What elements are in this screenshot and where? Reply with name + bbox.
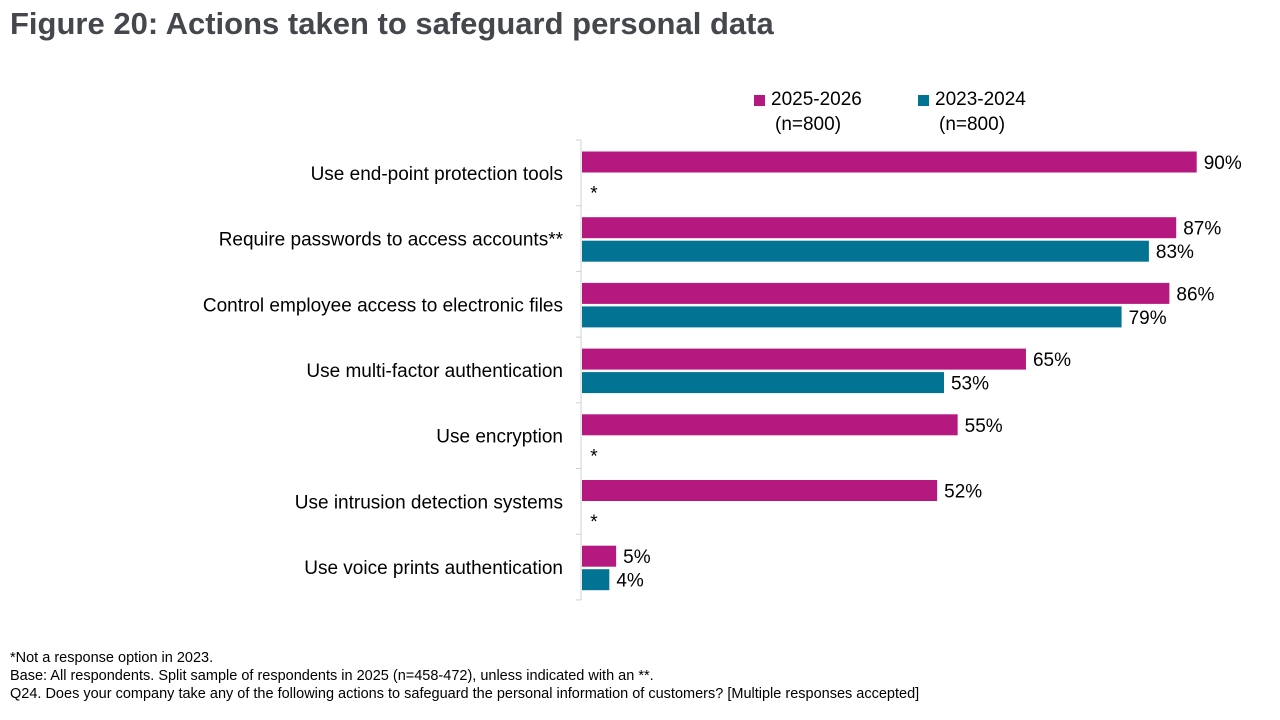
category-label: Use multi-factor authentication [306, 361, 563, 382]
not-applicable-marker: * [590, 184, 598, 205]
data-label: 4% [616, 571, 644, 592]
data-label: 65% [1033, 350, 1071, 371]
bar-2025-2026 [582, 217, 1177, 239]
not-applicable-marker: * [590, 446, 598, 467]
data-label: 55% [965, 416, 1003, 437]
footnote-not-response-option: *Not a response option in 2023. [10, 650, 214, 666]
legend-swatch-2025 [754, 94, 765, 106]
footnote-base: Base: All respondents. Split sample of r… [10, 668, 654, 684]
bar-2025-2026 [582, 480, 938, 501]
category-label: Require passwords to access accounts** [219, 230, 564, 251]
bar-2025-2026 [582, 282, 1170, 304]
category-label: Use intrusion detection systems [295, 492, 563, 513]
chart-title: Figure 20: Actions taken to safeguard pe… [10, 6, 774, 41]
data-label: 53% [951, 374, 989, 395]
data-label: 52% [944, 482, 982, 503]
bar-2025-2026 [582, 348, 1026, 370]
legend-item-2023: 2023-2024 (n=800) [918, 89, 1026, 136]
footnotes: *Not a response option in 2023. Base: Al… [10, 649, 919, 703]
category-label: Use encryption [436, 427, 563, 448]
bar-2025-2026 [582, 151, 1197, 173]
data-label: 5% [623, 547, 651, 568]
legend-sample-size-2023: (n=800) [939, 114, 1006, 135]
not-applicable-marker: * [590, 512, 598, 533]
bar-2025-2026 [582, 414, 958, 436]
category-label: Use end-point protection tools [311, 164, 563, 185]
legend-item-2025: 2025-2026 (n=800) [754, 89, 862, 136]
bar-2025-2026 [582, 545, 617, 567]
bar-2023-2024 [582, 306, 1122, 328]
data-label: 90% [1204, 153, 1242, 174]
bar-2023-2024 [582, 372, 944, 394]
category-label: Control employee access to electronic fi… [203, 295, 563, 316]
legend-label-2025: 2025-2026 [771, 89, 862, 110]
category-label: Use voice prints authentication [304, 558, 563, 579]
data-label: 87% [1183, 219, 1221, 240]
bar-2023-2024 [582, 240, 1149, 262]
legend-label-2023: 2023-2024 [935, 89, 1026, 110]
bar-2023-2024 [582, 569, 610, 591]
data-label: 79% [1129, 308, 1167, 329]
legend-swatch-2023 [918, 94, 929, 106]
data-label: 83% [1156, 242, 1194, 263]
bar-chart: Use end-point protection tools 90% * Requir… [203, 139, 1242, 601]
legend-sample-size-2025: (n=800) [775, 114, 842, 135]
footnote-question: Q24. Does your company take any of the f… [10, 686, 920, 702]
data-label: 86% [1176, 284, 1214, 305]
